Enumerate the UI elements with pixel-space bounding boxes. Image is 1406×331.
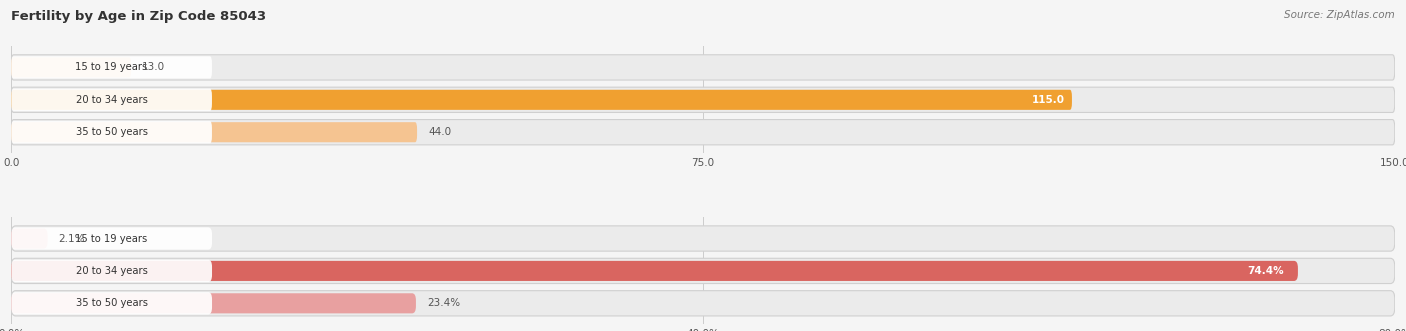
FancyBboxPatch shape xyxy=(11,122,418,142)
Text: 115.0: 115.0 xyxy=(1032,95,1064,105)
FancyBboxPatch shape xyxy=(11,121,212,143)
FancyBboxPatch shape xyxy=(11,226,1395,251)
FancyBboxPatch shape xyxy=(11,293,416,313)
Text: 13.0: 13.0 xyxy=(142,63,166,72)
FancyBboxPatch shape xyxy=(11,89,212,111)
Text: 20 to 34 years: 20 to 34 years xyxy=(76,266,148,276)
Text: 74.4%: 74.4% xyxy=(1247,266,1284,276)
Text: 23.4%: 23.4% xyxy=(427,298,460,308)
FancyBboxPatch shape xyxy=(11,260,212,282)
FancyBboxPatch shape xyxy=(11,90,1071,110)
FancyBboxPatch shape xyxy=(11,55,1395,80)
FancyBboxPatch shape xyxy=(11,227,212,250)
FancyBboxPatch shape xyxy=(11,119,1395,145)
FancyBboxPatch shape xyxy=(11,57,131,77)
FancyBboxPatch shape xyxy=(11,258,1395,284)
FancyBboxPatch shape xyxy=(11,261,1298,281)
Text: 44.0: 44.0 xyxy=(429,127,451,137)
Text: 20 to 34 years: 20 to 34 years xyxy=(76,95,148,105)
Text: Fertility by Age in Zip Code 85043: Fertility by Age in Zip Code 85043 xyxy=(11,10,266,23)
FancyBboxPatch shape xyxy=(11,292,212,314)
Text: Source: ZipAtlas.com: Source: ZipAtlas.com xyxy=(1284,10,1395,20)
Text: 35 to 50 years: 35 to 50 years xyxy=(76,298,148,308)
FancyBboxPatch shape xyxy=(11,56,212,78)
FancyBboxPatch shape xyxy=(11,228,48,249)
FancyBboxPatch shape xyxy=(11,87,1395,113)
FancyBboxPatch shape xyxy=(11,291,1395,316)
Text: 15 to 19 years: 15 to 19 years xyxy=(76,63,148,72)
Text: 15 to 19 years: 15 to 19 years xyxy=(76,233,148,244)
Text: 2.1%: 2.1% xyxy=(59,233,86,244)
Text: 35 to 50 years: 35 to 50 years xyxy=(76,127,148,137)
